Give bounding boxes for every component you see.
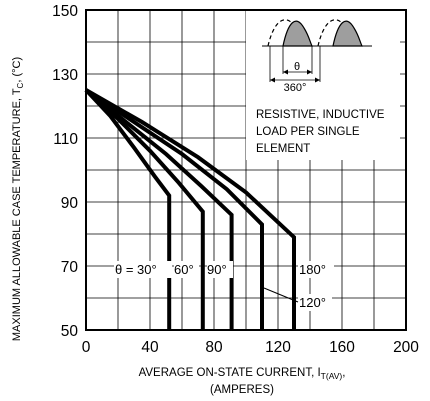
- x-tick-label: 80: [205, 339, 223, 356]
- label-90: 90°: [207, 262, 227, 277]
- plot-border: [85, 9, 407, 331]
- label-60: 60°: [174, 262, 194, 277]
- y-tick-label: 130: [52, 67, 78, 84]
- series-line-30: [84, 88, 172, 330]
- x-tick-label: 120: [265, 339, 291, 356]
- x-tick-label: 200: [393, 339, 419, 356]
- annotation-line-2: LOAD PER SINGLE: [256, 126, 360, 138]
- annotation-line-1: RESISTIVE, INDUCTIVE: [256, 109, 385, 121]
- y-tick-label: 90: [61, 195, 79, 212]
- annotation-theta: θ: [294, 61, 300, 73]
- series-line-120: [84, 88, 264, 330]
- y-tick-label: 70: [61, 259, 79, 276]
- annotation-period: 360°: [284, 82, 307, 94]
- waveform-diagram-icon: [262, 19, 372, 83]
- tick-labels: 0 40 80 120 160 200 50 70 90 110 130 150: [52, 3, 419, 356]
- label-180: 180°: [299, 262, 326, 277]
- y-tick-label: 150: [52, 3, 78, 20]
- y-tick-label: 110: [53, 131, 78, 148]
- series-line-60: [84, 88, 205, 330]
- x-tick-label: 40: [141, 339, 159, 356]
- x-tick-label: 0: [82, 339, 91, 356]
- annotation-box: [246, 10, 400, 160]
- x-axis-label: AVERAGE ON-STATE CURRENT, IT(AV),: [139, 367, 346, 381]
- annotation-line-3: ELEMENT: [256, 143, 310, 155]
- plot-frame: [85, 9, 407, 331]
- series-line-90: [84, 88, 234, 330]
- y-tick-label: 50: [61, 323, 79, 340]
- label-120-leader: [263, 287, 299, 303]
- x-tick-label: 160: [329, 339, 355, 356]
- label-120: 120°: [299, 295, 326, 310]
- series-line-180: [85, 88, 296, 330]
- y-axis-label: MAXIMUM ALLOWABLE CASE TEMPERATURE, TC, …: [11, 57, 25, 341]
- x-axis-label-line2: (AMPERES): [210, 384, 274, 396]
- series-layer: [84, 88, 296, 330]
- label-30: θ = 30°: [115, 262, 157, 277]
